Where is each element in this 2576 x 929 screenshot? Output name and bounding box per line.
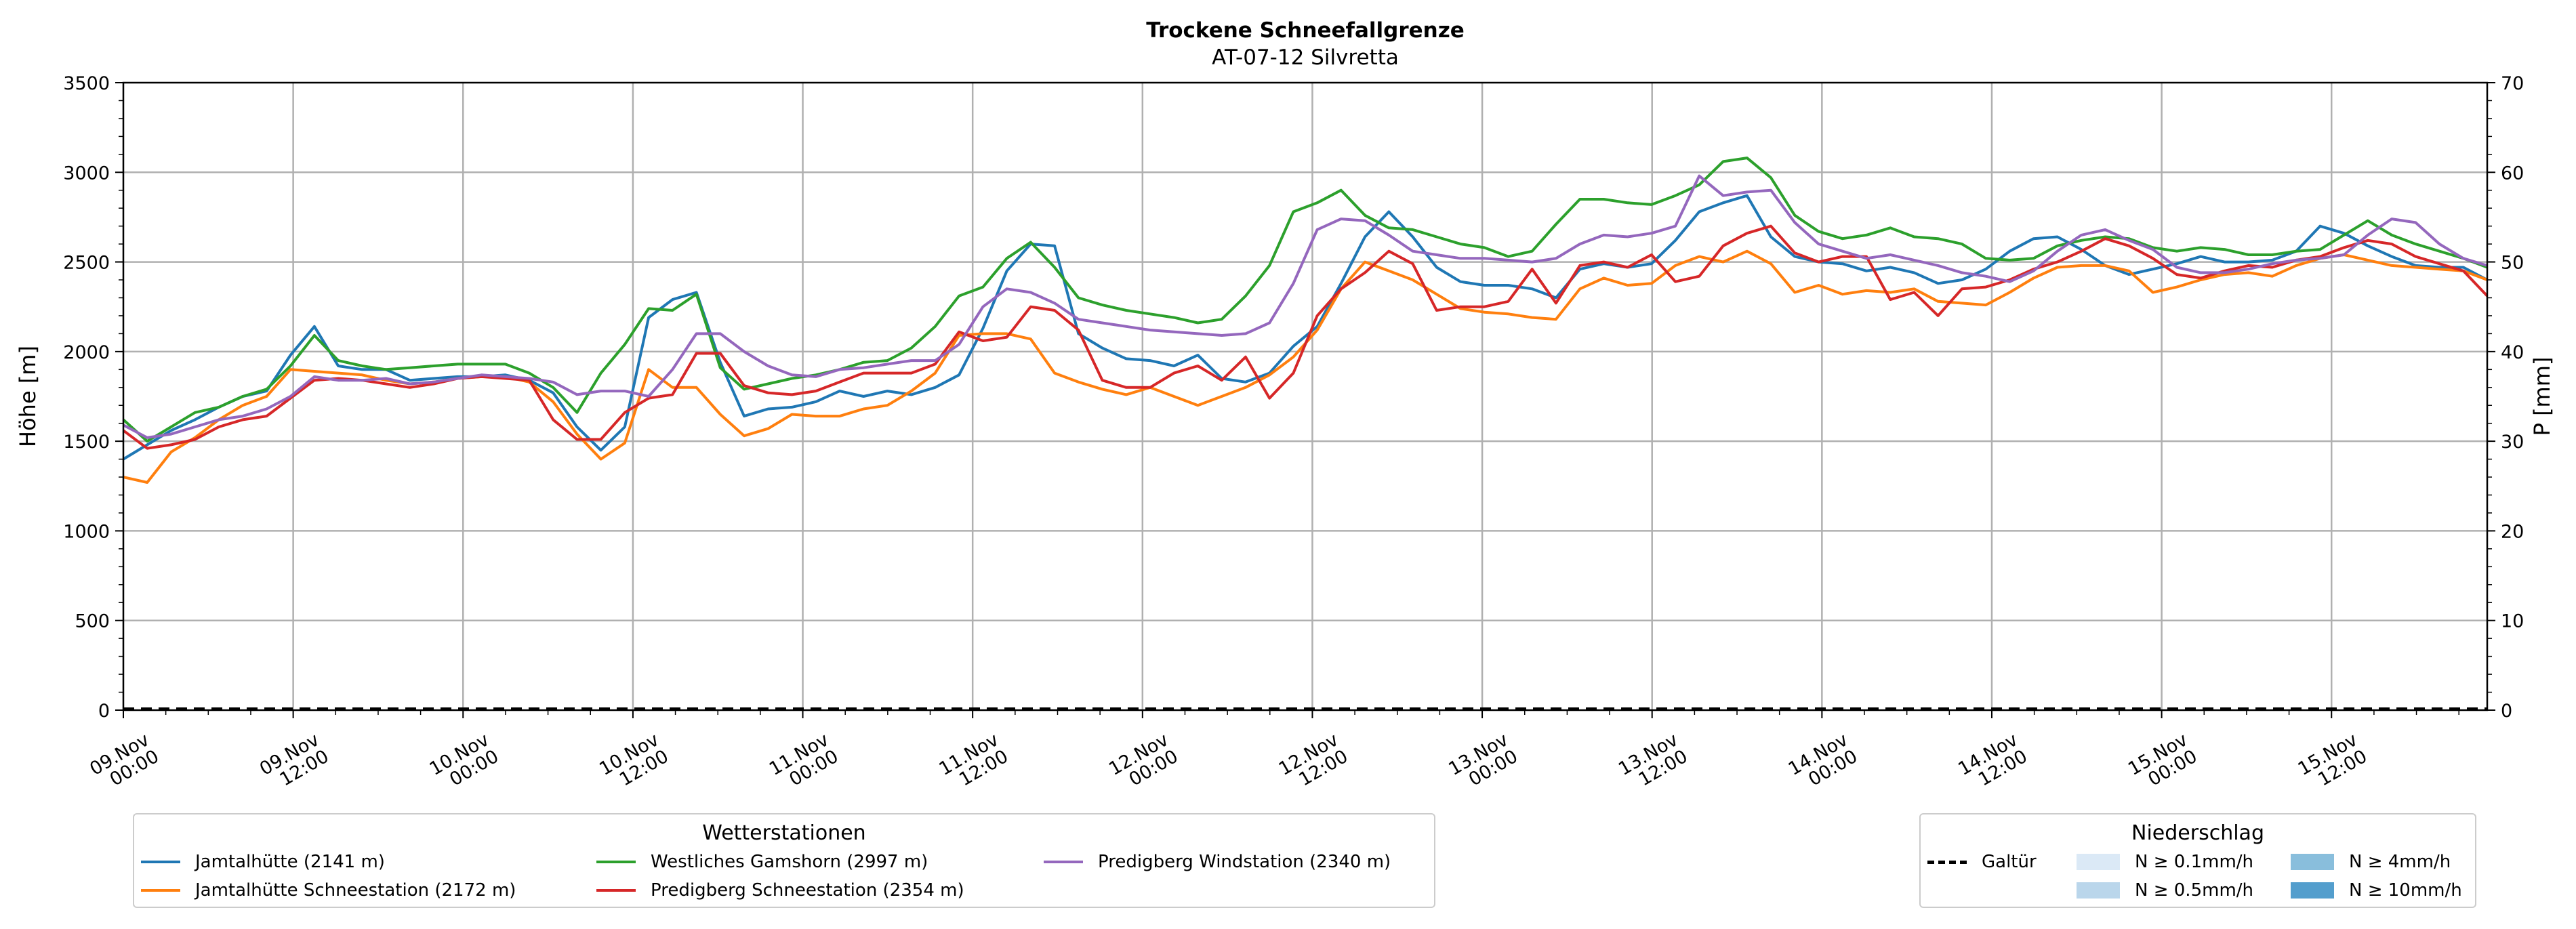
- chart-subtitle: AT-07-12 Silvretta: [1212, 45, 1399, 70]
- y-tick-label: 1500: [63, 432, 110, 453]
- legend-item-westliches-gamshorn: Westliches Gamshorn (2997 m): [596, 852, 928, 872]
- precip-legend: Niederschlag Galtür N ≥ 0.1mm/h N ≥ 0.5m…: [1919, 813, 2476, 908]
- legend-label: Jamtalhütte (2141 m): [195, 852, 385, 872]
- precip-legend-title: Niederschlag: [2131, 821, 2264, 845]
- legend-label: N ≥ 0.5mm/h: [2135, 880, 2254, 901]
- x-tick-label: 11.Nov12:00: [935, 729, 1012, 796]
- legend-item-precip-4: N ≥ 4mm/h: [2291, 852, 2451, 872]
- y-tick-label-right: 0: [2501, 701, 2512, 722]
- x-tick-label: 14.Nov00:00: [1785, 729, 1862, 796]
- x-tick-label: 15.Nov12:00: [2295, 729, 2371, 796]
- series-group: [122, 157, 2489, 484]
- legend-swatch: [2291, 854, 2334, 870]
- y-tick-label-right: 30: [2501, 432, 2524, 453]
- legend-swatch: [141, 889, 180, 892]
- x-tick-label: 12.Nov00:00: [1105, 729, 1182, 796]
- series-line: [123, 174, 2488, 439]
- legend-swatch: [1044, 861, 1083, 863]
- legend-item-predigberg-schneestation: Predigberg Schneestation (2354 m): [596, 880, 964, 901]
- y-axis-label-right: P [mm]: [2529, 357, 2555, 436]
- y-tick-label-right: 70: [2501, 73, 2524, 94]
- x-tick-label: 10.Nov12:00: [596, 729, 672, 796]
- x-tick-label: 11.Nov00:00: [766, 729, 842, 796]
- legend-item-precip-05: N ≥ 0.5mm/h: [2077, 880, 2253, 901]
- legend-item-predigberg-windstation: Predigberg Windstation (2340 m): [1044, 852, 1391, 872]
- legend-swatch: [141, 861, 180, 863]
- y-tick-label: 3500: [63, 73, 110, 94]
- x-tick-label: 09.Nov00:00: [86, 729, 163, 796]
- grid: [123, 83, 2487, 710]
- series-line: [122, 157, 2488, 443]
- x-tick-label: 15.Nov00:00: [2125, 729, 2201, 796]
- y-tick-label: 3000: [63, 163, 110, 184]
- legend-label: N ≥ 4mm/h: [2349, 852, 2451, 872]
- y-tick-label-right: 60: [2501, 163, 2524, 184]
- x-tick-label: 10.Nov00:00: [426, 729, 503, 796]
- y-tick-label: 0: [98, 701, 110, 722]
- x-tick-label: 14.Nov12:00: [1955, 729, 2031, 796]
- y-tick-label-right: 50: [2501, 253, 2524, 274]
- y-axis-left: 0 500 1000 1500 2000 2500 3000 3500: [63, 73, 123, 722]
- plot-frame: [122, 81, 2489, 711]
- y-axis-right: 0 10 20 30 40 50 60 70: [2487, 73, 2524, 722]
- chart-title: Trockene Schneefallgrenze: [1146, 18, 1465, 43]
- series-line: [122, 194, 2488, 461]
- legend-label: Westliches Gamshorn (2997 m): [651, 852, 928, 872]
- stations-legend: Wetterstationen Jamtalhütte (2141 m) Jam…: [133, 813, 1435, 908]
- y-tick-label: 500: [75, 611, 110, 632]
- legend-item-precip-10: N ≥ 10mm/h: [2291, 880, 2462, 901]
- y-axis-label: Höhe [m]: [15, 346, 41, 447]
- legend-label: N ≥ 10mm/h: [2349, 880, 2462, 901]
- y-tick-label: 2500: [63, 253, 110, 274]
- legend-item-precip-01: N ≥ 0.1mm/h: [2077, 852, 2253, 872]
- legend-item-galtuer: Galtür: [1927, 852, 2037, 872]
- legend-swatch: [2077, 854, 2120, 870]
- y-tick-label: 1000: [63, 521, 110, 542]
- legend-label: N ≥ 0.1mm/h: [2135, 852, 2254, 872]
- legend-item-jamtalhuette-schneestation: Jamtalhütte Schneestation (2172 m): [141, 880, 516, 901]
- legend-swatch: [1927, 860, 1967, 864]
- legend-swatch: [596, 889, 636, 892]
- series-line: [122, 224, 2489, 450]
- legend-swatch: [596, 861, 636, 863]
- x-tick-label: 09.Nov12:00: [256, 729, 333, 796]
- legend-swatch: [2291, 882, 2334, 899]
- y-tick-label-right: 10: [2501, 611, 2524, 632]
- series-line: [123, 249, 2488, 484]
- y-tick-label-right: 40: [2501, 342, 2524, 363]
- y-tick-label: 2000: [63, 342, 110, 363]
- legend-label: Galtür: [1982, 852, 2037, 872]
- x-axis: 09.Nov00:00 09.Nov12:00 10.Nov00:00 10.Nov1…: [86, 710, 2459, 796]
- stations-legend-title: Wetterstationen: [702, 821, 866, 845]
- legend-label: Jamtalhütte Schneestation (2172 m): [195, 880, 516, 901]
- legend-item-jamtalhuette: Jamtalhütte (2141 m): [141, 852, 385, 872]
- x-tick-label: 13.Nov12:00: [1615, 729, 1692, 796]
- x-tick-label: 13.Nov00:00: [1445, 729, 1521, 796]
- legend-label: Predigberg Windstation (2340 m): [1098, 852, 1391, 872]
- x-tick-label: 12.Nov12:00: [1275, 729, 1352, 796]
- legend-label: Predigberg Schneestation (2354 m): [651, 880, 964, 901]
- legend-swatch: [2077, 882, 2120, 899]
- y-tick-label-right: 20: [2501, 521, 2524, 542]
